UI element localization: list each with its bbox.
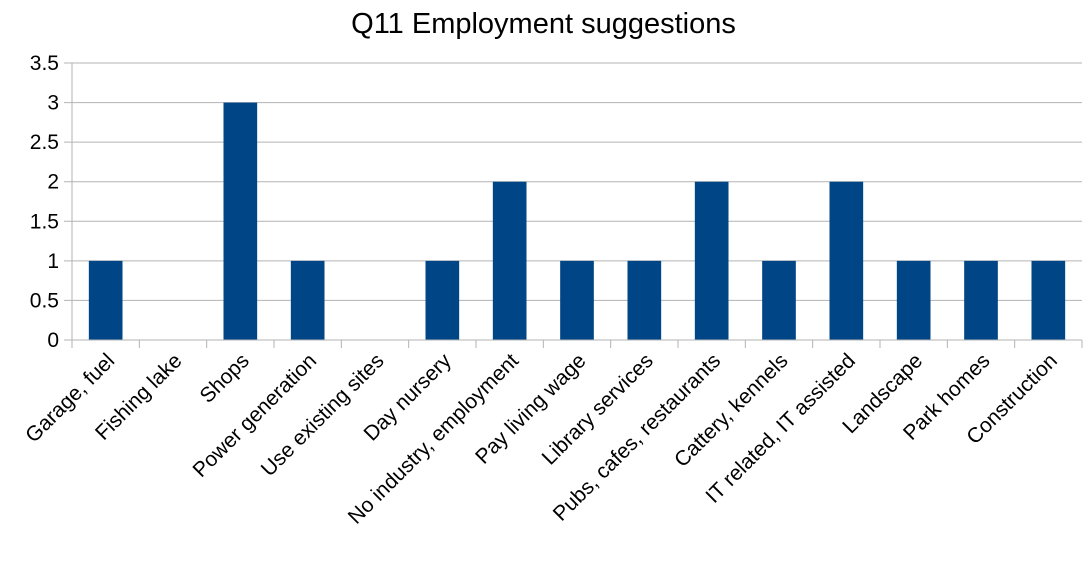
y-tick-label: 1.5 — [30, 210, 59, 233]
y-tick-label: 0 — [47, 329, 59, 352]
x-tick-label: Cattery, kennels — [670, 349, 792, 471]
bar — [425, 260, 460, 340]
bars-layer — [88, 102, 1066, 340]
bar — [88, 260, 123, 340]
bar — [829, 181, 864, 340]
bar — [896, 260, 931, 340]
bar — [964, 260, 998, 340]
y-tick-label: 1 — [47, 250, 59, 273]
bar — [290, 260, 325, 340]
y-tick-label: 0.5 — [30, 289, 59, 312]
y-axis-tick-labels: 0 0.5 1 1.5 2 2.5 3 3.5 — [30, 52, 59, 352]
bar — [560, 260, 594, 340]
x-tick-label: Use existing sites — [257, 349, 389, 481]
x-tick-label: Power generation — [189, 349, 322, 482]
bar — [627, 260, 662, 340]
bar — [223, 102, 258, 340]
y-tick-label: 3 — [47, 92, 59, 115]
y-tick-label: 3.5 — [30, 52, 59, 75]
y-tick-label: 2 — [47, 171, 59, 194]
chart-title: Q11 Employment suggestions — [351, 8, 736, 40]
bar — [492, 181, 527, 340]
bar — [1031, 260, 1066, 340]
x-tick-label: Shops — [195, 349, 253, 407]
bar — [694, 181, 729, 340]
axis-layer — [64, 63, 1083, 348]
y-tick-label: 2.5 — [30, 131, 59, 154]
bar — [762, 260, 796, 340]
